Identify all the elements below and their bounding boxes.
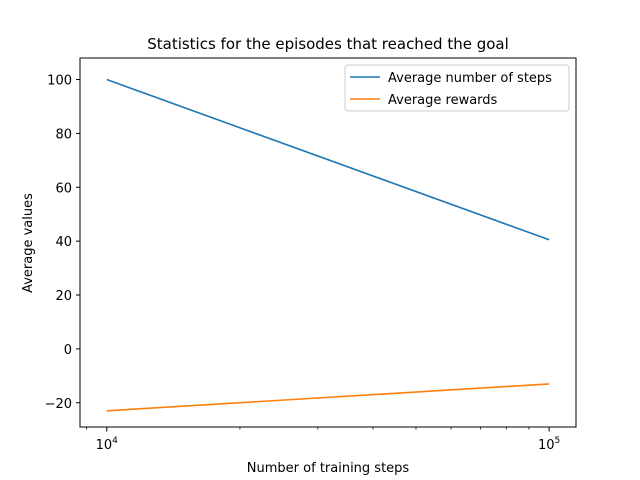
series-layer	[106, 78, 550, 412]
plot-frame	[79, 57, 577, 428]
x-axis-label: Number of training steps	[247, 461, 410, 476]
legend-label-1: Average number of steps	[388, 71, 552, 86]
series-line-1	[106, 78, 550, 241]
y-tick-label: 40	[55, 235, 72, 250]
chart-title: Statistics for the episodes that reached…	[147, 35, 509, 53]
y-tick-label: 60	[55, 181, 72, 196]
x-tick-label-exponent: 5	[555, 436, 561, 446]
y-tick-label: 100	[47, 74, 72, 89]
legend-label-2: Average rewards	[388, 93, 498, 108]
series-line-2	[106, 383, 550, 412]
plot-area	[80, 58, 576, 427]
y-tick-label: 80	[55, 127, 72, 142]
y-tick-label: −20	[45, 397, 72, 412]
y-tick-label: 20	[55, 289, 72, 304]
x-tick-label-base: 10	[538, 438, 555, 453]
x-tick-label: 105	[538, 436, 560, 453]
x-tick-label: 104	[96, 436, 119, 453]
x-tick-label-exponent: 4	[112, 436, 118, 446]
x-tick-label-base: 10	[96, 438, 113, 453]
legend-box	[344, 64, 570, 112]
y-tick-label: 0	[64, 343, 72, 358]
y-axis-label: Average values	[21, 193, 36, 293]
legend: Average number of steps Average rewards	[344, 64, 570, 112]
